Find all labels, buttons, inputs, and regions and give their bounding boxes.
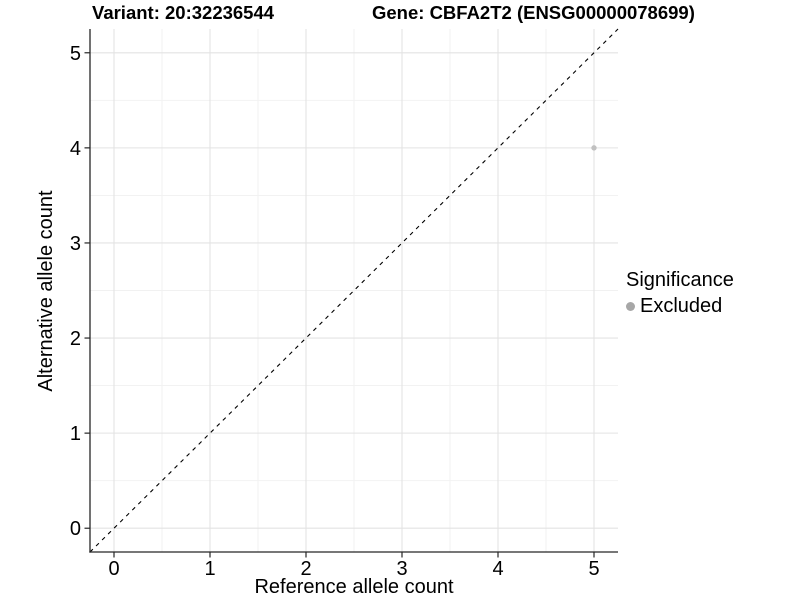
axis-ticks-group: [84, 52, 595, 558]
x-tick-label: 2: [300, 558, 311, 580]
y-tick-label: 1: [70, 423, 81, 445]
legend-title: Significance: [626, 269, 734, 291]
legend: Significance Excluded: [626, 269, 734, 318]
y-axis-title: Alternative allele count: [35, 190, 57, 392]
y-tick-label: 3: [70, 233, 81, 255]
plot-title-variant: Variant: 20:32236544: [92, 2, 275, 23]
x-tick-label: 4: [492, 558, 503, 580]
data-points-group: [591, 145, 597, 151]
tick-labels-group: 0 1 2 3 4 5 0 1 2 3 4 5: [70, 43, 600, 580]
y-tick-label: 0: [70, 518, 81, 540]
legend-entry: Excluded: [626, 295, 734, 318]
minor-gridlines: [90, 29, 618, 552]
legend-marker-circle-icon: [626, 302, 635, 311]
major-gridlines: [90, 29, 618, 552]
x-tick-label: 3: [396, 558, 407, 580]
x-tick-label: 0: [108, 558, 119, 580]
legend-entry-label: Excluded: [640, 295, 723, 317]
y-tick-label: 5: [70, 43, 81, 65]
x-tick-label: 1: [204, 558, 215, 580]
y-tick-label: 2: [70, 328, 81, 350]
y-tick-label: 4: [70, 138, 81, 160]
plot-title-gene: Gene: CBFA2T2 (ENSG00000078699): [372, 2, 695, 23]
data-point: [591, 145, 597, 151]
x-axis-title: Reference allele count: [254, 576, 454, 598]
x-tick-label: 5: [588, 558, 599, 580]
axis-lines-group: [89, 29, 618, 553]
